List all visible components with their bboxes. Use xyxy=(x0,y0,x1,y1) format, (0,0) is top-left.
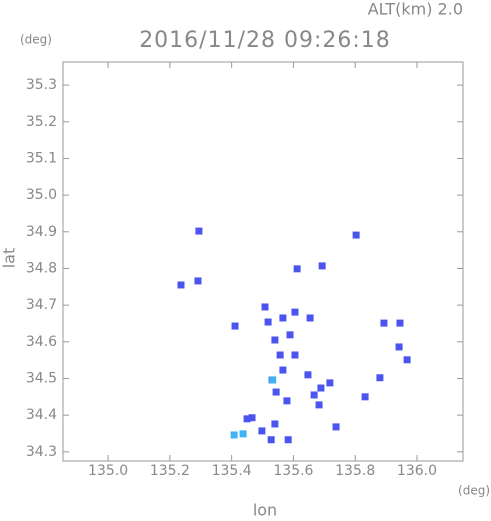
y-tick-label: 35.1 xyxy=(26,150,57,166)
echo xyxy=(376,374,384,382)
y-axis-label: lat xyxy=(0,248,19,269)
echo xyxy=(279,314,287,322)
echo xyxy=(403,356,411,364)
echo xyxy=(291,351,299,359)
y-tick-label: 34.6 xyxy=(26,334,57,350)
y-tick-label: 34.4 xyxy=(26,407,57,423)
echo xyxy=(271,336,279,344)
echo xyxy=(276,351,284,359)
echo xyxy=(306,314,314,322)
echo xyxy=(286,331,294,339)
plot-frame xyxy=(62,61,464,462)
echo xyxy=(243,415,251,423)
echo xyxy=(264,318,272,326)
echo xyxy=(239,430,247,438)
echo xyxy=(291,308,299,316)
echo xyxy=(304,371,312,379)
echo xyxy=(279,366,287,374)
echo xyxy=(272,388,280,396)
y-tick-label: 34.9 xyxy=(26,224,57,240)
echo xyxy=(267,436,275,444)
chart-title: 2016/11/28 09:26:18 xyxy=(139,28,391,53)
echo xyxy=(271,420,279,428)
echo xyxy=(352,231,360,239)
echo xyxy=(361,393,369,401)
x-tick-label: 135.4 xyxy=(212,463,252,479)
echo xyxy=(195,227,203,235)
echo xyxy=(283,397,291,405)
x-tick-label: 136.0 xyxy=(397,463,437,479)
echo xyxy=(230,431,238,439)
echo xyxy=(177,281,185,289)
echo xyxy=(396,319,404,327)
y-tick-label: 35.0 xyxy=(26,187,57,203)
echo xyxy=(332,423,340,431)
echo xyxy=(326,379,334,387)
echo xyxy=(284,436,292,444)
y-tick-label: 34.5 xyxy=(26,370,57,386)
echo xyxy=(258,427,266,435)
echo xyxy=(310,391,318,399)
x-tick-label: 135.8 xyxy=(335,463,375,479)
echo xyxy=(261,303,269,311)
echo xyxy=(293,265,301,273)
echo xyxy=(248,414,256,422)
y-tick-label: 35.2 xyxy=(26,114,57,130)
altitude: ALT(km) 2.0 xyxy=(368,0,463,19)
x-unit: (deg) xyxy=(458,484,490,498)
echo xyxy=(317,384,325,392)
x-tick-label: 135.0 xyxy=(88,463,128,479)
x-tick-label: 135.6 xyxy=(273,463,313,479)
y-tick-label: 35.3 xyxy=(26,77,57,93)
echo xyxy=(318,262,326,270)
y-unit: (deg) xyxy=(20,33,52,47)
x-axis-label: lon xyxy=(253,501,277,520)
echo xyxy=(395,343,403,351)
echo xyxy=(231,322,239,330)
echo xyxy=(269,376,277,384)
y-tick-label: 34.3 xyxy=(26,444,57,460)
echo xyxy=(380,319,388,327)
y-tick-label: 34.7 xyxy=(26,297,57,313)
echo xyxy=(315,401,323,409)
y-tick-label: 34.8 xyxy=(26,260,57,276)
x-tick-label: 135.2 xyxy=(150,463,190,479)
echo xyxy=(194,277,202,285)
